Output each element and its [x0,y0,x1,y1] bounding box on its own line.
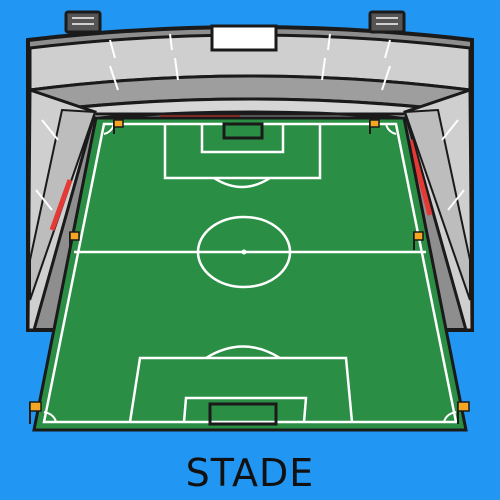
centre-spot [241,249,247,255]
pitch [32,116,468,432]
far-goal [222,122,264,140]
centre-circle [196,215,292,289]
far-penalty-box [163,124,322,180]
corner-arc-tr [385,123,397,135]
floodlight-left-icon [64,10,102,34]
pitch-boundary [42,122,458,424]
far-six-yard-box [200,124,285,154]
corner-flag-icon [29,119,470,424]
near-six-yard-box [182,396,308,423]
stadium-caption: STADE [185,451,315,495]
floodlight-right-icon [368,10,406,34]
far-penalty-arc [213,176,271,189]
corner-arc-bl [43,411,57,423]
scoreboard-icon [210,24,278,52]
near-penalty-box [128,356,354,423]
corner-arc-br [443,411,457,423]
halfway-flag-icon [69,231,424,250]
stand-right-inner [403,108,471,301]
near-penalty-arc [205,345,281,360]
pitch-grass [32,116,468,432]
stand-aisles [35,33,465,211]
near-goal [208,402,278,426]
perimeter-boards [49,112,433,231]
